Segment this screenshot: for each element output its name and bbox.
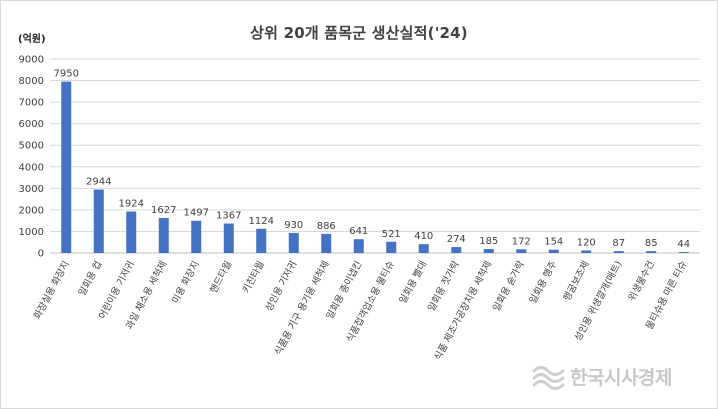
data-label: 120 bbox=[577, 237, 596, 248]
y-tick-label: 7000 bbox=[19, 98, 44, 109]
data-label: 172 bbox=[512, 236, 531, 247]
x-tick-label: 키친타월 bbox=[240, 259, 267, 296]
chart-title: 상위 20개 품목군 생산실적('24) bbox=[250, 24, 468, 42]
data-label: 1627 bbox=[151, 205, 176, 216]
bar bbox=[516, 249, 527, 253]
x-tick-label: 일회용 젓가락 bbox=[425, 259, 462, 314]
x-tick-label: 미용 화장지 bbox=[170, 259, 202, 305]
data-label: 85 bbox=[645, 238, 658, 249]
wave-logo-icon bbox=[532, 366, 565, 390]
bar bbox=[581, 250, 592, 253]
y-tick-label: 6000 bbox=[19, 119, 44, 130]
data-label: 44 bbox=[677, 239, 690, 250]
x-tick-label: 위생물수건 bbox=[626, 259, 657, 303]
x-tick-label: 일회용 숟가락 bbox=[490, 259, 527, 314]
bar bbox=[613, 251, 624, 253]
data-label: 410 bbox=[414, 231, 433, 242]
y-tick-label: 8000 bbox=[19, 76, 44, 87]
bar bbox=[451, 247, 462, 253]
y-tick-label: 2000 bbox=[19, 205, 44, 216]
x-tick-label: 성인용 기저귀 bbox=[264, 259, 300, 313]
data-label: 641 bbox=[349, 226, 368, 237]
x-tick-label: 일회용 행주 bbox=[527, 259, 560, 306]
x-tick-label: 일회용 빨대 bbox=[398, 259, 430, 305]
bar bbox=[646, 251, 657, 253]
data-label: 1124 bbox=[249, 216, 274, 227]
x-tick-label: 화장실용 화장지 bbox=[32, 259, 72, 321]
data-label: 886 bbox=[317, 221, 336, 232]
data-label: 2944 bbox=[86, 177, 111, 188]
bar bbox=[678, 252, 689, 253]
bar bbox=[288, 232, 299, 253]
data-label: 185 bbox=[479, 236, 498, 247]
data-label: 1367 bbox=[216, 211, 241, 222]
x-tick-label: 식품 제조가공장치용 세척제 bbox=[432, 259, 495, 363]
data-label: 87 bbox=[612, 238, 625, 249]
bar bbox=[353, 239, 364, 253]
data-label: 154 bbox=[544, 237, 563, 248]
bar bbox=[548, 249, 559, 253]
data-label: 1924 bbox=[119, 199, 144, 210]
watermark: 한국시사경제 bbox=[532, 360, 672, 392]
y-tick-label: 9000 bbox=[19, 55, 44, 66]
data-label: 7950 bbox=[54, 69, 79, 80]
bar bbox=[61, 81, 72, 253]
bar bbox=[93, 189, 104, 253]
y-tick-label: 4000 bbox=[19, 162, 44, 173]
x-tick-label: 헹굼보조제 bbox=[562, 259, 592, 303]
watermark-text: 한국시사경제 bbox=[570, 366, 672, 389]
x-tick-label: 일회용 컵 bbox=[76, 259, 104, 298]
y-tick-label: 1000 bbox=[19, 227, 44, 238]
bar bbox=[223, 223, 234, 253]
unit-label: (억원) bbox=[18, 34, 46, 45]
bar bbox=[158, 217, 169, 253]
bar bbox=[256, 228, 267, 253]
bar bbox=[321, 233, 332, 253]
data-label: 274 bbox=[447, 234, 466, 245]
x-tick-label: 핸드타월 bbox=[207, 259, 234, 296]
bar bbox=[483, 249, 494, 253]
bar bbox=[418, 244, 429, 253]
y-tick-label: 0 bbox=[38, 249, 44, 260]
data-label: 521 bbox=[382, 229, 401, 240]
data-label: 930 bbox=[284, 220, 303, 231]
y-tick-label: 5000 bbox=[19, 141, 44, 152]
y-tick-label: 3000 bbox=[19, 184, 44, 195]
bar bbox=[386, 241, 397, 253]
data-label: 1497 bbox=[184, 208, 209, 219]
bar bbox=[126, 211, 137, 253]
bar bbox=[191, 220, 202, 253]
